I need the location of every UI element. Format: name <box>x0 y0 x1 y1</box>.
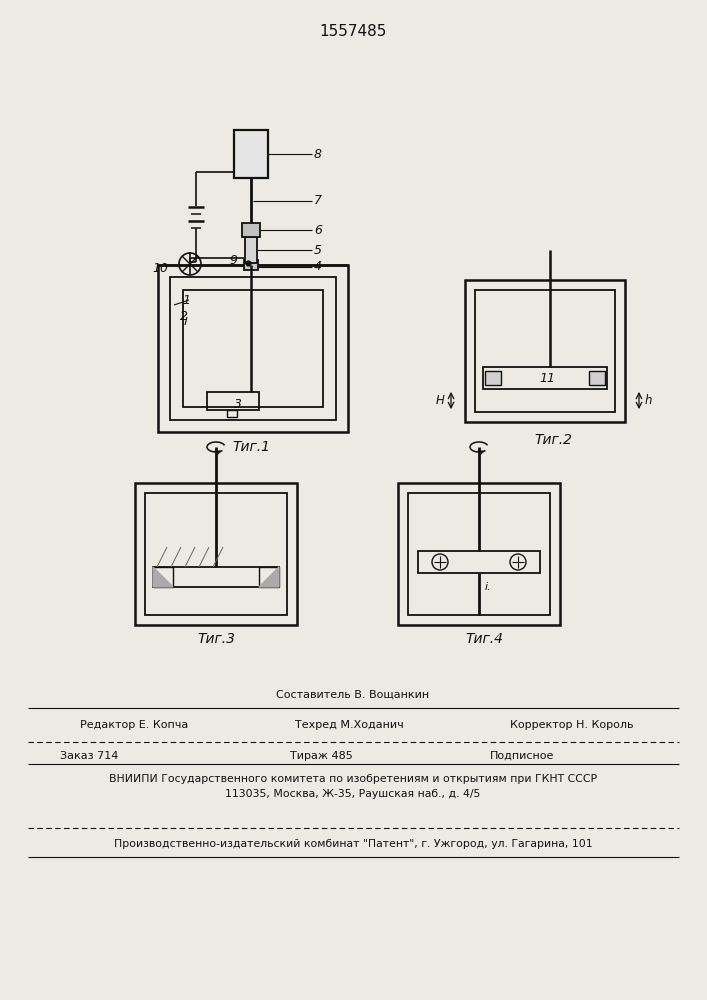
Bar <box>475 290 615 412</box>
Polygon shape <box>259 567 279 587</box>
Text: Τиг.4: Τиг.4 <box>465 632 503 646</box>
Text: Τиг.1: Τиг.1 <box>232 440 270 454</box>
Bar <box>483 367 607 389</box>
Text: 10: 10 <box>152 261 168 274</box>
Text: 6: 6 <box>314 224 322 236</box>
Bar <box>589 371 605 385</box>
Text: 1: 1 <box>182 294 190 306</box>
Text: ВНИИПИ Государственного комитета по изобретениям и открытиям при ГКНТ СССР: ВНИИПИ Государственного комитета по изоб… <box>109 774 597 784</box>
Text: Тираж 485: Тираж 485 <box>290 751 353 761</box>
Text: 5: 5 <box>314 243 322 256</box>
Text: Техред М.Ходанич: Техред М.Ходанич <box>295 720 404 730</box>
Bar <box>418 551 540 573</box>
Bar <box>245 237 257 263</box>
Text: 4: 4 <box>314 260 322 273</box>
Bar <box>465 280 625 422</box>
Text: 11: 11 <box>539 371 555 384</box>
Bar <box>485 371 501 385</box>
Text: Подписное: Подписное <box>490 751 554 761</box>
Text: 9: 9 <box>229 254 237 267</box>
Text: 7: 7 <box>314 194 322 208</box>
Bar <box>153 567 279 587</box>
Bar <box>135 483 297 625</box>
Bar <box>183 290 323 407</box>
Text: Τиг.3: Τиг.3 <box>197 632 235 646</box>
Bar <box>408 493 550 615</box>
Text: 2: 2 <box>180 310 188 324</box>
Text: Корректор Н. Король: Корректор Н. Король <box>510 720 633 730</box>
Text: Производственно-издательский комбинат "Патент", г. Ужгород, ул. Гагарина, 101: Производственно-издательский комбинат "П… <box>114 839 592 849</box>
Text: Составитель В. Вощанкин: Составитель В. Вощанкин <box>276 690 430 700</box>
Text: 3: 3 <box>234 397 242 410</box>
Polygon shape <box>153 567 173 587</box>
Text: Τиг.2: Τиг.2 <box>534 433 572 447</box>
Bar <box>242 223 260 237</box>
Bar <box>145 493 287 615</box>
Bar <box>244 260 258 270</box>
Bar <box>227 410 237 417</box>
Text: h: h <box>645 394 653 408</box>
Text: Редактор Е. Копча: Редактор Е. Копча <box>80 720 188 730</box>
Bar <box>234 130 268 178</box>
Bar <box>207 392 259 410</box>
Bar <box>158 265 348 432</box>
Bar <box>153 567 173 587</box>
Text: Заказ 714: Заказ 714 <box>60 751 118 761</box>
Text: 8: 8 <box>314 147 322 160</box>
Text: H: H <box>436 394 445 408</box>
Bar <box>259 567 279 587</box>
Bar <box>170 277 336 420</box>
Text: 113035, Москва, Ж-35, Раушская наб., д. 4/5: 113035, Москва, Ж-35, Раушская наб., д. … <box>226 789 481 799</box>
Text: 1557485: 1557485 <box>320 24 387 39</box>
Text: i.: i. <box>485 582 491 592</box>
Bar <box>398 483 560 625</box>
